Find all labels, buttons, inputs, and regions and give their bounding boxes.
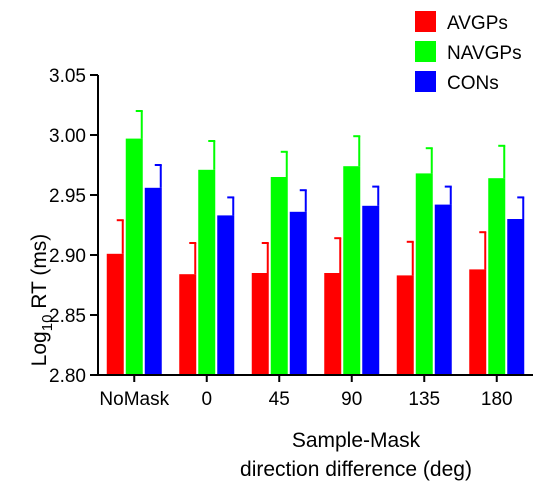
bar-avgps-0	[179, 274, 197, 375]
x-tick-label: 45	[269, 389, 290, 410]
x-tick-label: 0	[201, 389, 212, 410]
y-axis-title-subscript: 10	[39, 315, 56, 332]
y-tick-label: 2.85	[49, 306, 86, 327]
x-tick-label: 90	[341, 389, 362, 410]
bar-cons-90	[362, 205, 380, 375]
bar-cons-0	[217, 215, 235, 375]
bar-cons-135	[434, 204, 452, 375]
legend-label-cons: CONs	[447, 73, 499, 94]
y-axis-title: Log10 RT (ms)	[28, 234, 56, 367]
y-tick-label: 2.90	[49, 246, 86, 267]
y-tick-label: 3.00	[49, 126, 86, 147]
bar-avgps-135	[396, 275, 414, 375]
legend-swatch-navgps	[415, 41, 436, 62]
bar-navgps-135	[415, 173, 433, 375]
x-tick-label: NoMask	[99, 389, 169, 410]
bar-navgps-nomask	[125, 138, 143, 375]
bar-avgps-45	[251, 273, 269, 375]
bar-avgps-nomask	[106, 253, 124, 375]
bar-navgps-180	[488, 178, 506, 375]
bar-navgps-45	[270, 177, 288, 375]
bar-cons-180	[507, 219, 525, 375]
x-tick-label: 180	[481, 389, 513, 410]
axes-layer: NoMask 0 45 90 135 180 2.80 2.85 2.90 2.95 3.00 3.0…	[49, 66, 533, 410]
bar-avgps-90	[324, 273, 342, 375]
x-axis-title-line-2: direction difference (deg)	[240, 458, 472, 481]
legend-swatch-cons	[415, 71, 436, 92]
legend-label-navgps: NAVGPs	[447, 43, 522, 64]
legend: AVGPs NAVGPs CONs	[415, 11, 522, 94]
bar-cons-45	[289, 211, 307, 375]
bars-layer	[106, 110, 525, 375]
legend-label-avgps: AVGPs	[447, 13, 508, 34]
x-tick-label: 135	[408, 389, 440, 410]
bar-avgps-180	[469, 269, 487, 375]
y-axis-title-suffix: RT (ms)	[28, 234, 51, 315]
bar-navgps-90	[343, 166, 361, 375]
bar-cons-nomask	[144, 187, 162, 375]
y-tick-label: 2.80	[49, 366, 86, 387]
y-tick-label: 2.95	[49, 186, 86, 207]
y-tick-label: 3.05	[49, 66, 86, 87]
legend-swatch-avgps	[415, 11, 436, 32]
y-axis-title-prefix: Log	[28, 331, 51, 366]
bar-navgps-0	[198, 169, 216, 375]
x-axis-title-line-1: Sample-Mask	[292, 429, 421, 452]
